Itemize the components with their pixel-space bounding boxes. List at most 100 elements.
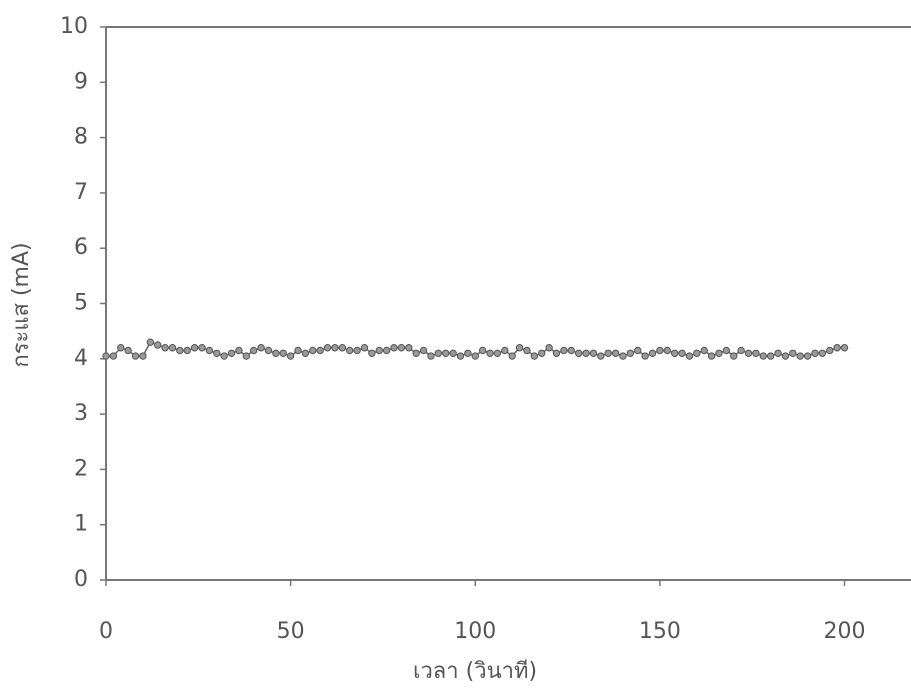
data-point xyxy=(812,350,818,356)
data-point xyxy=(502,347,508,353)
data-point xyxy=(110,353,116,359)
data-point xyxy=(509,353,515,359)
data-point xyxy=(236,347,242,353)
data-point xyxy=(760,353,766,359)
data-point xyxy=(790,350,796,356)
data-point xyxy=(184,347,190,353)
data-point xyxy=(686,353,692,359)
data-point xyxy=(479,347,485,353)
data-point xyxy=(649,350,655,356)
data-point xyxy=(199,345,205,351)
data-point xyxy=(369,350,375,356)
y-tick-label: 10 xyxy=(60,14,88,39)
y-axis-label: กระแส (mA) xyxy=(9,242,34,367)
data-point xyxy=(361,345,367,351)
data-point xyxy=(383,347,389,353)
data-point xyxy=(827,347,833,353)
data-point xyxy=(642,353,648,359)
data-point xyxy=(243,353,249,359)
data-point xyxy=(745,350,751,356)
data-point xyxy=(206,347,212,353)
data-point xyxy=(708,353,714,359)
data-point xyxy=(701,347,707,353)
y-tick-label: 8 xyxy=(74,125,88,150)
x-tick-label: 50 xyxy=(277,619,305,644)
data-point xyxy=(671,350,677,356)
data-point xyxy=(539,350,545,356)
x-tick-label: 0 xyxy=(99,619,113,644)
data-point xyxy=(398,345,404,351)
data-point xyxy=(280,350,286,356)
data-point xyxy=(332,345,338,351)
data-point xyxy=(834,345,840,351)
y-tick-label: 0 xyxy=(74,567,88,592)
data-point xyxy=(140,353,146,359)
y-tick-label: 1 xyxy=(74,512,88,537)
data-point xyxy=(132,353,138,359)
data-point xyxy=(347,347,353,353)
y-tick-label: 3 xyxy=(74,401,88,426)
data-point xyxy=(553,350,559,356)
data-point xyxy=(324,345,330,351)
data-point xyxy=(819,350,825,356)
data-point xyxy=(251,347,257,353)
data-point xyxy=(738,347,744,353)
data-point xyxy=(287,353,293,359)
data-point xyxy=(694,350,700,356)
data-point xyxy=(568,347,574,353)
data-point xyxy=(420,347,426,353)
y-tick-label: 5 xyxy=(74,291,88,316)
chart: กระแส (mA) เวลา (วินาที) 012345678910050… xyxy=(0,0,911,690)
data-point xyxy=(435,350,441,356)
data-point xyxy=(524,347,530,353)
data-point xyxy=(118,345,124,351)
data-point xyxy=(465,350,471,356)
data-point xyxy=(516,345,522,351)
y-tick-label: 9 xyxy=(74,69,88,94)
x-tick-label: 200 xyxy=(824,619,866,644)
data-point xyxy=(657,347,663,353)
data-point xyxy=(627,350,633,356)
data-point xyxy=(664,347,670,353)
data-point xyxy=(575,350,581,356)
data-point xyxy=(317,347,323,353)
data-point xyxy=(406,345,412,351)
data-point xyxy=(103,353,109,359)
data-point xyxy=(258,345,264,351)
data-point xyxy=(177,347,183,353)
y-tick-label: 2 xyxy=(74,456,88,481)
data-point xyxy=(265,347,271,353)
data-point xyxy=(413,350,419,356)
data-point xyxy=(731,353,737,359)
data-point xyxy=(561,347,567,353)
data-point xyxy=(376,347,382,353)
data-point xyxy=(620,353,626,359)
data-point xyxy=(450,350,456,356)
data-point xyxy=(125,347,131,353)
y-tick-label: 7 xyxy=(74,180,88,205)
data-point xyxy=(428,353,434,359)
data-point xyxy=(767,353,773,359)
data-point xyxy=(191,345,197,351)
data-point xyxy=(354,347,360,353)
data-point xyxy=(723,347,729,353)
data-point xyxy=(457,353,463,359)
data-point xyxy=(472,353,478,359)
data-point xyxy=(598,353,604,359)
data-point xyxy=(583,350,589,356)
x-tick-label: 150 xyxy=(639,619,681,644)
data-point xyxy=(546,345,552,351)
data-point xyxy=(228,350,234,356)
data-point xyxy=(753,350,759,356)
data-point xyxy=(302,350,308,356)
data-point xyxy=(716,350,722,356)
data-point xyxy=(273,350,279,356)
data-point xyxy=(221,353,227,359)
data-point xyxy=(679,350,685,356)
data-point xyxy=(162,345,168,351)
data-point xyxy=(605,350,611,356)
data-point xyxy=(612,350,618,356)
data-point xyxy=(635,347,641,353)
data-point xyxy=(590,350,596,356)
data-point xyxy=(214,350,220,356)
